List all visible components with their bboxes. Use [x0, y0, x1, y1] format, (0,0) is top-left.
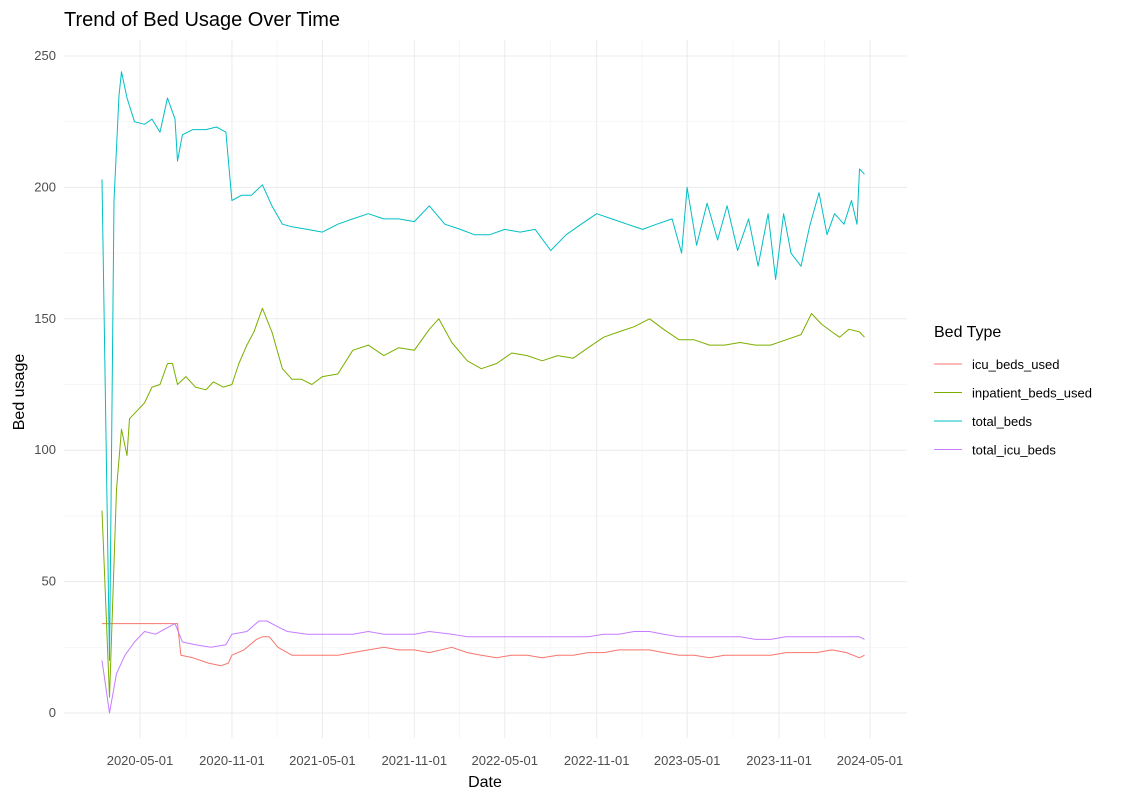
y-tick-label: 50: [42, 574, 56, 589]
series-line-inpatient-beds-used: [101, 307, 865, 698]
x-tick-label: 2023-11-01: [746, 753, 812, 768]
legend-item: inpatient_beds_used: [934, 386, 1092, 401]
legend: Bed Type icu_beds_used inpatient_beds_use…: [934, 324, 1092, 458]
y-axis-title: Bed usage: [11, 354, 28, 431]
series-line-total-icu-beds: [101, 620, 865, 714]
legend-items: icu_beds_used inpatient_beds_used total_be…: [934, 357, 1092, 458]
series-lines: [101, 71, 865, 714]
x-tick-label: 2024-05-01: [837, 753, 904, 768]
y-tick-label: 100: [34, 442, 56, 457]
series-line-icu-beds-used: [102, 623, 865, 667]
x-tick-label: 2022-05-01: [471, 753, 538, 768]
legend-item: total_icu_beds: [934, 443, 1056, 458]
x-tick-label: 2020-05-01: [107, 753, 174, 768]
y-tick-label: 0: [49, 705, 56, 720]
legend-item: total_beds: [934, 414, 1032, 429]
y-axis-ticks: 0 50 100 150 200 250: [34, 48, 56, 720]
y-tick-label: 200: [34, 179, 56, 194]
legend-label: total_icu_beds: [972, 443, 1056, 458]
y-tick-label: 250: [34, 48, 56, 63]
y-tick-label: 150: [34, 311, 56, 326]
legend-label: total_beds: [972, 414, 1032, 429]
legend-label: icu_beds_used: [972, 357, 1059, 372]
series-line-total-beds: [101, 71, 865, 661]
grid: [64, 40, 907, 738]
x-tick-label: 2021-05-01: [289, 753, 356, 768]
x-axis-title: Date: [468, 774, 502, 791]
x-axis-ticks: 2020-05-01 2020-11-01 2021-05-01 2021-11-01…: [107, 753, 904, 768]
legend-item: icu_beds_used: [934, 357, 1059, 372]
x-tick-label: 2022-11-01: [564, 753, 630, 768]
x-tick-label: 2020-11-01: [199, 753, 265, 768]
legend-label: inpatient_beds_used: [972, 386, 1092, 401]
legend-title: Bed Type: [934, 324, 1001, 341]
x-tick-label: 2023-05-01: [654, 753, 721, 768]
chart-title: Trend of Bed Usage Over Time: [64, 9, 340, 31]
x-tick-label: 2021-11-01: [382, 753, 448, 768]
